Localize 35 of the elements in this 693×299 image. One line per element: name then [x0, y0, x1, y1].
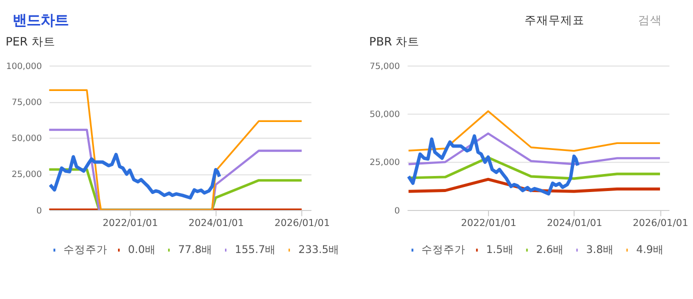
text: 밴드차트 — [12, 13, 69, 30]
y-tick-label: 75,000 — [12, 98, 42, 108]
legend-label: 155.7배 — [234, 244, 276, 256]
legend-label: 수정주가 — [422, 244, 466, 256]
x-tick-label: 2026/01/01 — [274, 218, 330, 229]
chart-title: PER 차트 — [6, 34, 56, 48]
y-tick-label: 0 — [36, 206, 42, 216]
legend-label: 0.0배 — [128, 244, 156, 256]
legend-label: 2.6배 — [536, 244, 564, 256]
y-tick-label: 50,000 — [12, 134, 42, 144]
y-tick-label: 100,000 — [6, 62, 42, 72]
x-tick-label: 2024/01/01 — [546, 218, 602, 229]
legend-label: 77.8배 — [178, 244, 213, 256]
legend-label: 4.9배 — [636, 244, 664, 256]
legend-label: 233.5배 — [298, 244, 340, 256]
x-tick-label: 2022/01/01 — [460, 218, 516, 229]
x-tick-label: 2024/01/01 — [188, 218, 244, 229]
chart-title: PBR 차트 — [369, 34, 420, 48]
text: 주재무제표 — [524, 13, 585, 28]
y-tick-label: 25,000 — [370, 158, 400, 168]
y-tick-label: 0 — [394, 206, 400, 216]
y-tick-label: 50,000 — [370, 110, 400, 120]
line-series — [49, 152, 222, 200]
line-series — [407, 134, 580, 196]
y-tick-label: 25,000 — [12, 170, 42, 180]
legend-label: 3.8배 — [586, 244, 614, 256]
x-tick-label: 2026/01/01 — [632, 218, 688, 229]
line-series — [408, 110, 661, 152]
text: 검색 — [638, 13, 662, 28]
legend-label: 수정주가 — [64, 244, 108, 256]
legend-label: 1.5배 — [486, 244, 514, 256]
y-tick-label: 75,000 — [370, 62, 400, 72]
line-series — [407, 132, 662, 166]
x-tick-label: 2022/01/01 — [102, 218, 158, 229]
line-series — [49, 89, 303, 210]
